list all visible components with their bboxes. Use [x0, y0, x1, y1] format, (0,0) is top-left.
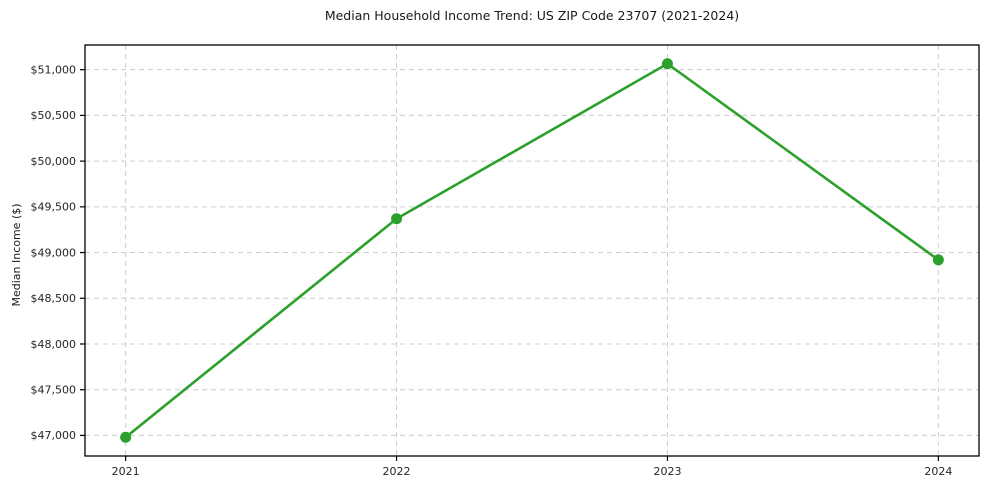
x-tick-label: 2021 — [112, 465, 140, 478]
x-tick-label: 2022 — [383, 465, 411, 478]
chart-title: Median Household Income Trend: US ZIP Co… — [324, 8, 740, 23]
y-tick-label: $47,000 — [31, 429, 77, 442]
y-tick-label: $49,500 — [31, 201, 77, 214]
y-tick-label: $50,500 — [31, 109, 77, 122]
y-tick-label: $49,000 — [31, 246, 77, 259]
data-point-marker — [932, 254, 944, 266]
plot-border — [84, 44, 980, 457]
x-tick-label: 2023 — [653, 465, 681, 478]
data-point-marker — [120, 431, 132, 443]
y-tick-label: $47,500 — [31, 384, 77, 397]
trend-line — [124, 62, 940, 439]
data-point-marker — [391, 213, 403, 225]
data-point-marker — [661, 58, 673, 70]
x-tick-label: 2024 — [924, 465, 952, 478]
y-tick-label: $50,000 — [31, 155, 77, 168]
y-tick-label: $48,000 — [31, 338, 77, 351]
y-tick-label: $48,500 — [31, 292, 77, 305]
y-tick-label: $51,000 — [31, 63, 77, 76]
